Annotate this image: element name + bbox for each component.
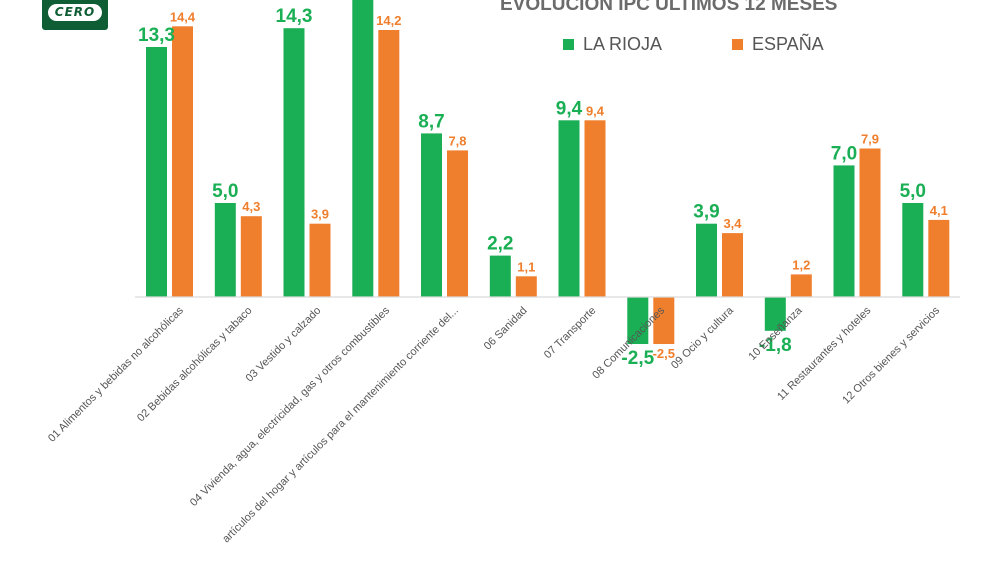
bar-espana — [378, 30, 400, 297]
data-label-espana: 3,4 — [723, 216, 742, 231]
bar-espana — [859, 148, 881, 297]
legend-label-la-rioja: LA RIOJA — [583, 33, 663, 54]
data-label-espana: 7,9 — [861, 132, 879, 147]
x-tick-label: 02 Bebidas alcohólicas y tabaco — [135, 305, 255, 425]
data-label-la-rioja: 3,9 — [693, 202, 719, 223]
data-label-espana: 14,2 — [376, 13, 401, 28]
x-tick-label: 06 Sanidad — [482, 305, 530, 353]
bar-la-rioja — [421, 133, 442, 297]
data-label-la-rioja: -2,5 — [621, 348, 654, 369]
bar-la-rioja — [627, 297, 649, 344]
data-label-la-rioja: 2,2 — [487, 234, 513, 255]
bar-espana — [584, 120, 606, 297]
x-tick-label: 01 Alimentos y bebidas no alcohólicas — [46, 304, 186, 444]
bar-la-rioja — [352, 0, 374, 297]
legend-item-la-rioja: LA RIOJA — [563, 34, 662, 54]
data-label-espana: -2,5 — [653, 346, 675, 361]
data-label-espana: 1,2 — [792, 257, 810, 272]
data-label-la-rioja: 7,0 — [831, 143, 857, 164]
bar-espana — [447, 150, 468, 297]
bar-espana — [653, 297, 675, 344]
data-label-la-rioja: 13,3 — [138, 25, 175, 46]
x-tick-label: artículos del hogar y artículos para el … — [220, 305, 461, 546]
logo-text: CERO — [54, 5, 96, 19]
data-label-espana: 4,1 — [930, 203, 948, 218]
legend-label-espana: ESPAÑA — [752, 33, 824, 54]
data-label-espana: 1,1 — [517, 259, 535, 274]
bar-la-rioja — [696, 223, 717, 297]
logo-pill: CERO — [48, 4, 102, 21]
bar-espana — [309, 223, 331, 297]
cero-logo: CERO — [42, 0, 108, 30]
bar-la-rioja — [764, 297, 786, 331]
data-label-la-rioja: 8,7 — [418, 111, 444, 132]
bar-la-rioja — [833, 165, 855, 297]
data-label-espana: 3,9 — [311, 207, 329, 222]
bar-la-rioja — [902, 203, 924, 297]
data-label-espana: 7,8 — [448, 133, 466, 148]
legend-item-espana: ESPAÑA — [732, 34, 824, 54]
data-label-la-rioja: 14,3 — [276, 6, 313, 27]
x-tick-label: 03 Vestido y calzado — [244, 305, 324, 385]
bar-la-rioja — [489, 255, 511, 297]
bar-espana — [515, 276, 537, 297]
legend-swatch-la-rioja — [563, 38, 574, 50]
bar-la-rioja — [214, 203, 236, 297]
bar-espana — [240, 216, 262, 297]
chart-title: EVOLUCIÓN IPC ÚLTIMOS 12 MESES — [500, 0, 838, 15]
bar-espana — [172, 26, 193, 298]
data-label-la-rioja: 9,4 — [556, 98, 583, 119]
data-label-espana: 14,4 — [170, 9, 196, 24]
bar-espana — [928, 219, 950, 297]
data-label-la-rioja: 5,0 — [212, 181, 238, 202]
bar-la-rioja — [283, 28, 305, 297]
bar-la-rioja — [558, 120, 580, 297]
x-tick-label: 07 Transporte — [542, 305, 598, 361]
data-label-la-rioja: -1,8 — [759, 335, 792, 356]
data-label-espana: 4,3 — [242, 199, 260, 214]
bar-la-rioja — [146, 47, 167, 297]
data-label-espana: 9,4 — [586, 103, 605, 118]
bar-espana — [722, 233, 743, 297]
x-tick-label: 09 Ocio y cultura — [669, 304, 736, 371]
bar-espana — [790, 274, 812, 297]
data-label-la-rioja: 5,0 — [900, 181, 926, 202]
legend-swatch-espana — [732, 38, 743, 50]
